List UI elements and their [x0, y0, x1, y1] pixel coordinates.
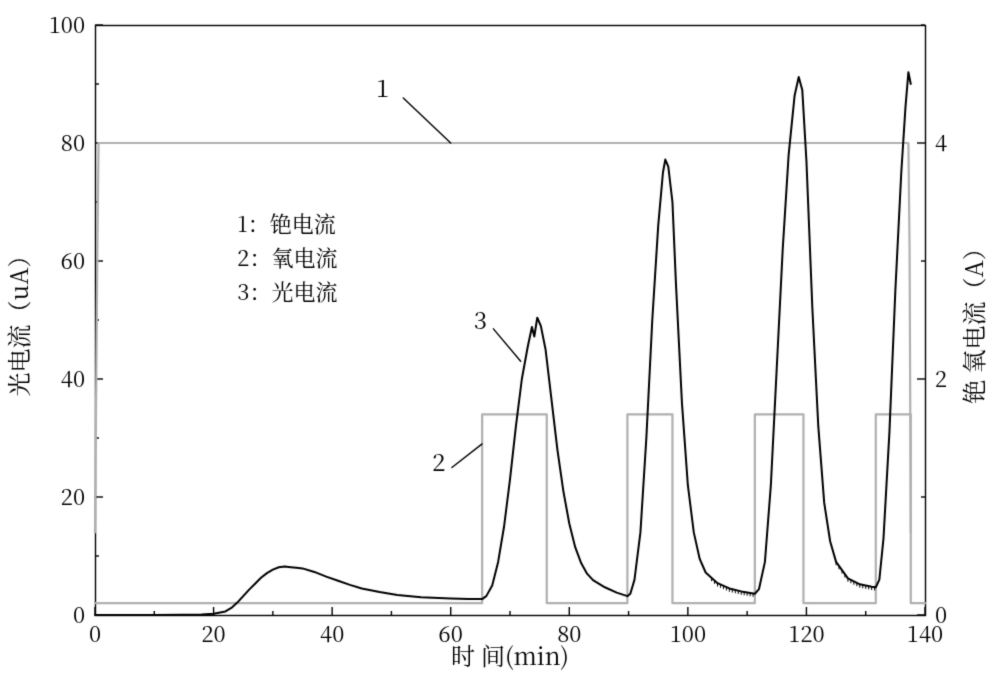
- dual-axis-line-chart: [0, 0, 1000, 692]
